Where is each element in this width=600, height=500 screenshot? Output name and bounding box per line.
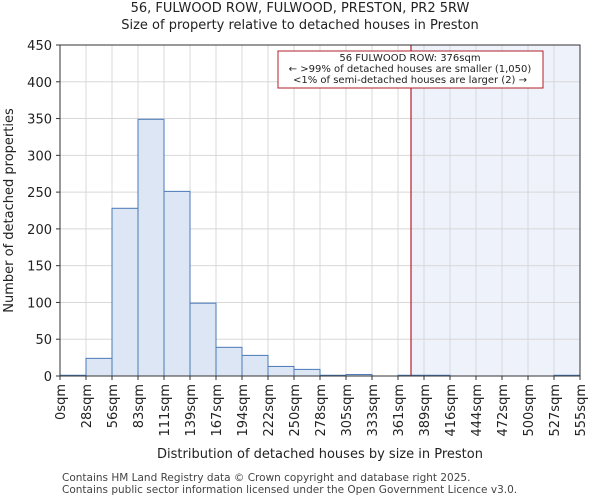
x-tick-label: 56sqm [106,384,121,428]
y-tick-label: 200 [27,223,52,238]
chart-subtitle: Size of property relative to detached ho… [121,18,479,33]
y-tick-label: 450 [27,39,52,54]
annotation-title: 56 FULWOOD ROW: 376sqm [339,53,480,64]
histogram-bar [293,368,321,377]
x-axis-label: Distribution of detached houses by size … [157,447,483,462]
y-axis-label: Number of detached properties [2,108,17,313]
y-axis-ticks: 0 50 100 150 200 250 300 350 400 450 [27,39,60,385]
x-tick-label: 278sqm [314,384,329,437]
y-tick-label: 400 [27,76,52,91]
x-tick-label: 416sqm [444,384,459,437]
footer-licence: Contains public sector information licen… [62,484,518,496]
histogram-bar [163,190,191,377]
property-annotation: 56 FULWOOD ROW: 376sqm ← >99% of detache… [277,50,544,89]
x-tick-label: 333sqm [366,384,381,437]
x-tick-label: 222sqm [262,384,277,437]
x-axis-ticks: 0sqm 28sqm 56sqm 83sqm 111sqm 139sqm 167sqm 194… [54,376,589,437]
y-tick-label: 100 [27,296,52,311]
histogram-bar [137,118,165,377]
chart-title: 56, FULWOOD ROW, FULWOOD, PRESTON, PR2 5… [130,1,470,16]
x-tick-label: 250sqm [288,384,303,437]
x-tick-label: 389sqm [418,384,433,437]
y-tick-label: 150 [27,260,52,275]
x-tick-label: 167sqm [210,384,225,437]
annotation-larger-line: <1% of semi-detached houses are larger (… [293,75,527,86]
footer-copyright: Contains HM Land Registry data © Crown c… [62,472,471,484]
x-tick-label: 555sqm [574,384,589,437]
histogram-bar [111,207,139,377]
x-tick-label: 444sqm [470,384,485,437]
histogram-bar [215,346,243,377]
histogram-bar [267,365,295,377]
annotation-smaller-line: ← >99% of detached houses are smaller (1… [289,64,532,75]
x-tick-label: 28sqm [80,384,95,428]
x-tick-label: 361sqm [392,384,407,437]
y-tick-label: 250 [27,186,52,201]
x-tick-label: 139sqm [184,384,199,437]
x-tick-label: 194sqm [236,384,251,437]
x-tick-label: 83sqm [132,384,147,428]
histogram-bar [241,354,269,377]
x-tick-label: 472sqm [496,384,511,437]
y-tick-label: 0 [44,370,52,385]
x-tick-label: 0sqm [54,384,69,420]
y-tick-label: 50 [35,333,52,348]
y-tick-label: 350 [27,113,52,128]
y-tick-label: 300 [27,149,52,164]
annotation-box [277,50,544,89]
x-tick-label: 111sqm [158,384,173,437]
histogram-bar [85,357,113,377]
x-tick-label: 527sqm [548,384,563,437]
histogram-bar [189,302,217,377]
x-tick-label: 305sqm [340,384,355,437]
larger-than-property-shade [411,45,580,376]
x-tick-label: 500sqm [522,384,537,437]
